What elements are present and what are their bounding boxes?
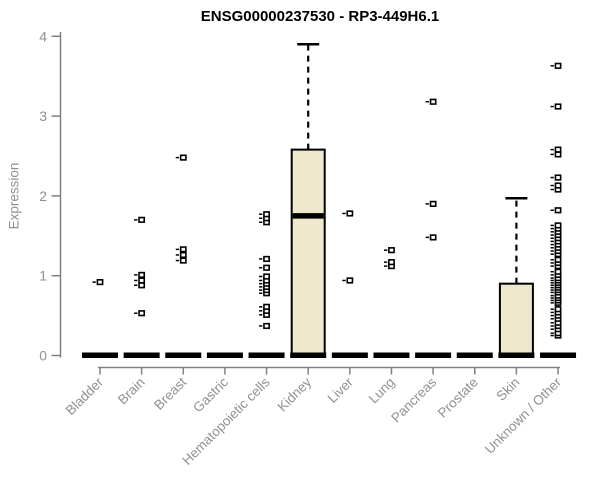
zero-bar: [498, 352, 535, 358]
zero-bar: [123, 352, 160, 358]
outlier-point: [554, 103, 562, 110]
boxplot-column: [290, 43, 327, 358]
outlier-point: [429, 98, 437, 105]
outlier-point: [179, 246, 187, 253]
x-tick-label: Lung: [366, 375, 398, 407]
boxplot-column: [456, 352, 493, 358]
boxplot-column: [123, 216, 160, 358]
outlier-point: [346, 277, 354, 284]
outlier-point: [263, 273, 270, 280]
boxplot-column: [165, 154, 202, 358]
outlier-point: [388, 247, 395, 254]
boxplot-column: [415, 98, 452, 358]
boxplot-column: [331, 210, 368, 358]
outlier-point: [263, 264, 270, 271]
outlier-point: [179, 257, 187, 264]
x-tick-label: Kidney: [275, 374, 315, 414]
boxplot-column: [540, 62, 577, 358]
zero-bar: [540, 352, 577, 358]
zero-bar: [331, 352, 368, 358]
boxplot-column: [206, 352, 243, 358]
boxplot-column: [248, 211, 285, 358]
outlier-point: [138, 282, 146, 289]
outlier-point: [263, 322, 270, 330]
chart-title: ENSG00000237530 - RP3-449H6.1: [200, 8, 440, 25]
y-tick-label: 1: [39, 268, 47, 284]
zero-bar: [165, 352, 202, 358]
y-tick-label: 3: [39, 108, 47, 124]
zero-bar: [373, 352, 410, 358]
zero-bar: [82, 352, 118, 358]
outlier-point: [554, 174, 562, 181]
y-tick-label: 2: [39, 188, 47, 204]
outlier-point: [554, 268, 562, 275]
zero-bar: [290, 352, 327, 358]
outlier-point: [263, 303, 270, 310]
x-tick-label: Breast: [151, 374, 189, 412]
x-tick-label: Liver: [325, 374, 357, 406]
outlier-point: [554, 207, 562, 214]
x-tick-label: Prostate: [435, 375, 481, 421]
zero-bar: [206, 352, 243, 358]
outlier-point: [138, 271, 146, 279]
outlier-point: [179, 154, 187, 161]
outlier-point: [554, 146, 562, 153]
outlier-point: [138, 277, 146, 284]
outlier-point: [554, 306, 562, 313]
outlier-point: [429, 234, 437, 241]
outlier-point: [138, 310, 146, 317]
boxplot-column: [82, 278, 118, 358]
x-tick-label: Unknown / Other: [482, 374, 565, 457]
box: [290, 148, 326, 357]
outlier-point: [554, 256, 562, 263]
outlier-point: [554, 62, 562, 69]
boxplot-column: [373, 247, 410, 358]
x-tick-label: Bladder: [63, 374, 107, 418]
outlier-point: [388, 259, 395, 266]
y-tick-label: 0: [39, 348, 47, 364]
outlier-point: [96, 278, 104, 286]
zero-bar: [248, 352, 285, 358]
outlier-point: [263, 211, 270, 218]
outlier-point: [263, 255, 270, 263]
outlier-point: [554, 182, 562, 189]
outlier-point: [429, 200, 437, 207]
outlier-point: [179, 251, 187, 259]
outlier-point: [554, 222, 562, 229]
zero-bar: [456, 352, 493, 358]
x-tick-label: Pancreas: [388, 374, 439, 425]
zero-bar: [415, 352, 452, 358]
y-tick-label: 4: [39, 28, 47, 44]
outlier-point: [138, 216, 146, 223]
outlier-point: [346, 210, 354, 217]
x-tick-label: Gastric: [190, 374, 231, 415]
box: [498, 282, 534, 357]
outlier-point: [554, 151, 562, 158]
x-tick-label: Brain: [115, 375, 148, 408]
x-tick-label: Skin: [493, 375, 522, 404]
boxplot-column: [498, 197, 535, 358]
